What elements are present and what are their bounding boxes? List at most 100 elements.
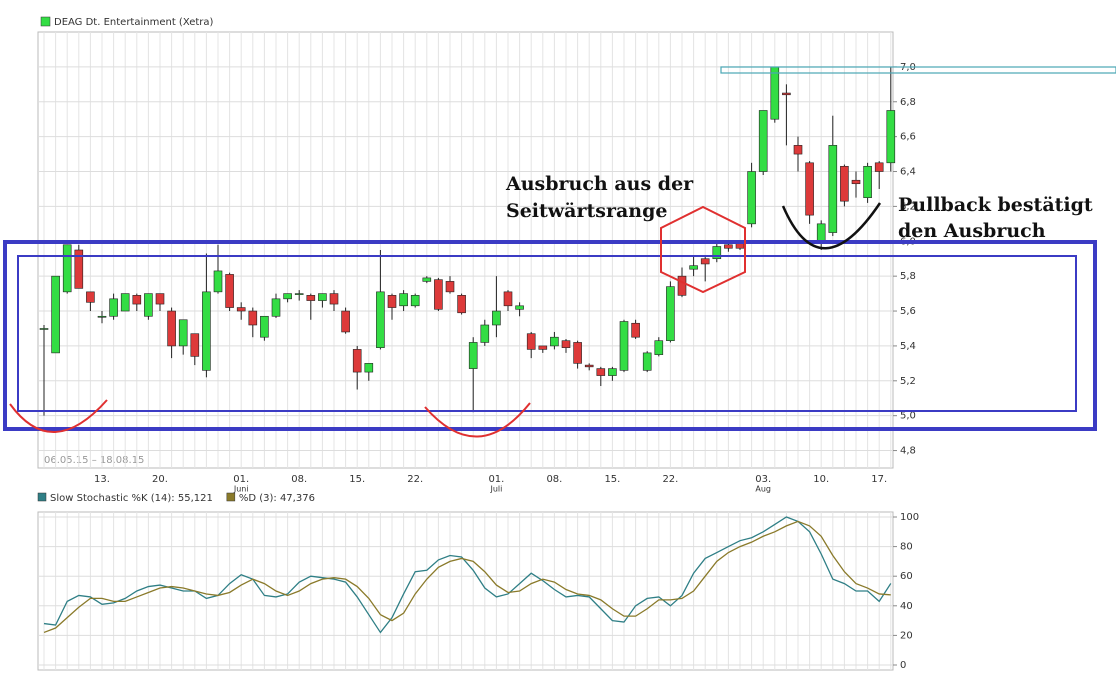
candle-body — [213, 270, 223, 293]
annotation: Seitwärtsrange — [506, 200, 667, 222]
candle-body — [167, 310, 176, 347]
candle-body — [51, 275, 60, 354]
candle-body — [329, 293, 339, 305]
y-tick-label: 80 — [900, 542, 913, 553]
candle-body — [202, 291, 211, 371]
y-tick-label: 5,6 — [900, 306, 916, 317]
price-frame — [37, 31, 894, 469]
candle-body — [503, 291, 513, 307]
candle-body — [155, 293, 165, 305]
candle-body — [573, 342, 582, 364]
month-label: Juli — [489, 485, 502, 494]
candle-body — [863, 165, 872, 198]
candle-body — [550, 336, 559, 347]
candle-body — [700, 258, 710, 265]
pullback-arc — [781, 202, 882, 250]
candle-body — [596, 368, 606, 376]
stoch-line — [43, 516, 892, 634]
candle-body — [619, 321, 629, 371]
candle-body — [399, 293, 408, 307]
x-tick-label: 13. — [94, 474, 110, 485]
candle-body — [654, 340, 664, 355]
candle-body — [770, 66, 780, 120]
candle-body — [457, 295, 466, 314]
candle-body — [526, 333, 536, 350]
x-tick-label: 03. — [755, 474, 771, 485]
stoch-line — [43, 520, 891, 634]
candle-body — [747, 171, 756, 225]
candle-body — [492, 310, 501, 326]
resistance-line — [720, 66, 1116, 74]
low-arc — [424, 402, 531, 438]
legend-swatch — [37, 492, 47, 502]
candle-body — [144, 293, 153, 317]
candle-body — [480, 324, 490, 343]
candle-body — [341, 310, 350, 333]
candle-body — [631, 322, 640, 338]
candle-body — [283, 293, 292, 300]
candle-body — [782, 92, 791, 96]
y-tick-label: 5,2 — [900, 376, 916, 387]
chart-title: DEAG Dt. Entertainment (Xetra) — [54, 17, 214, 28]
candle-body — [236, 307, 246, 312]
y-tick-label: 20 — [900, 630, 913, 641]
candle-body — [642, 352, 652, 371]
y-tick-label: 60 — [900, 571, 913, 582]
candle-body — [39, 328, 49, 330]
month-label: Juni — [233, 485, 249, 494]
candle-body — [260, 315, 269, 338]
x-tick-label: 17. — [871, 474, 887, 485]
candle-body — [225, 274, 234, 308]
legend-swatch — [226, 492, 236, 502]
candle-body — [840, 165, 849, 202]
annotations: Ausbruch aus der Seitwärtsrange Pullback… — [3, 66, 1116, 438]
candle-body — [515, 305, 524, 310]
y-tick-label: 5,0 — [900, 411, 916, 422]
candle-body — [445, 281, 455, 293]
legend-label: %D (3): 47,376 — [239, 493, 315, 504]
candle-body — [608, 368, 617, 376]
range-box-inner — [17, 255, 1077, 412]
y-tick-label: 6,4 — [900, 167, 916, 178]
candle-body — [387, 295, 397, 308]
legend-swatch — [40, 16, 51, 27]
x-tick-label: 15. — [349, 474, 365, 485]
candle-body — [410, 295, 420, 307]
x-tick-label: 22. — [662, 474, 678, 485]
candle-body — [178, 319, 188, 347]
y-tick-label: 6,2 — [900, 201, 916, 212]
x-tick-label: 15. — [604, 474, 620, 485]
legend-label: Slow Stochastic %K (14): 55,121 — [50, 493, 213, 504]
candle-body — [758, 110, 768, 172]
candle-body — [724, 244, 733, 249]
candle-body — [352, 349, 362, 373]
annotation: den Ausbruch — [898, 220, 1046, 242]
candle-body — [422, 277, 432, 282]
y-tick-label: 6,6 — [900, 132, 916, 143]
candle-body — [109, 298, 118, 317]
candle-body — [851, 179, 861, 185]
candle-body — [886, 110, 896, 164]
y-tick-label: 5,4 — [900, 341, 916, 352]
candle-body — [828, 145, 838, 233]
candle-body — [434, 279, 443, 310]
candle-body — [689, 265, 698, 270]
candle-body — [677, 275, 687, 296]
candle-body — [538, 345, 548, 350]
candle-body — [666, 286, 675, 341]
candle-body — [874, 162, 884, 172]
candle-body — [190, 333, 200, 357]
candle-body — [86, 291, 95, 303]
candle-body — [271, 298, 281, 317]
candle-body — [318, 293, 327, 301]
candle-body — [248, 310, 258, 326]
candle-body — [376, 291, 385, 348]
candle-body — [712, 246, 722, 260]
y-tick-label: 0 — [900, 660, 906, 671]
low-arc — [9, 399, 108, 433]
candle-body — [120, 293, 130, 312]
x-tick-label: 08. — [546, 474, 562, 485]
y-tick-label: 4,8 — [900, 446, 916, 457]
range-box — [3, 240, 1097, 431]
